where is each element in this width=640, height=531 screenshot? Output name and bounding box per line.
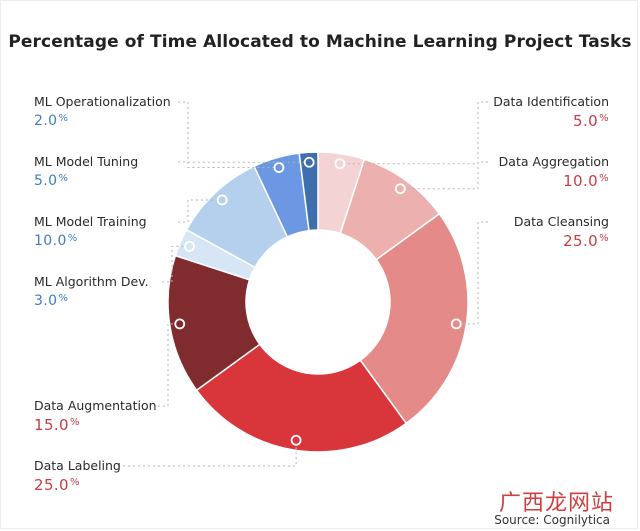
label-value: 25.0% [34, 475, 80, 494]
label-data-aggregation: Data Aggregation 10.0% [498, 154, 609, 190]
slice-data-labeling [195, 343, 408, 453]
leader-line-data-augmentation [158, 323, 180, 407]
label-value: 15.0% [34, 415, 80, 434]
leader-marker-ml-model-training [216, 194, 228, 206]
label-value: 3.0% [34, 292, 69, 309]
source-note: Source: Cognilytica [494, 513, 610, 527]
label-name: Data Labeling [34, 458, 121, 473]
label-name: ML Operationalization [34, 94, 171, 109]
leader-line-data-cleansing [456, 221, 488, 325]
label-name: Data Aggregation [498, 154, 609, 169]
label-ml-model-tuning: ML Model Tuning 5.0% [34, 154, 139, 189]
label-data-identification: Data Identification 5.0% [493, 94, 609, 130]
leader-line-data-identification [339, 101, 488, 165]
label-data-augmentation: Data Augmentation 15.0% [34, 398, 157, 434]
leader-marker-data-labeling [290, 434, 302, 446]
watermark-logo: 广西龙网站 [498, 491, 614, 516]
label-name: ML Algorithm Dev. [34, 274, 149, 289]
label-value: 5.0% [573, 111, 609, 130]
label-ml-algorithm-dev: ML Algorithm Dev. 3.0% [34, 274, 149, 309]
leader-marker-data-cleansing [450, 318, 462, 330]
label-name: ML Model Training [34, 214, 147, 229]
label-data-labeling: Data Labeling 25.0% [34, 458, 121, 494]
slice-data-cleansing [359, 212, 469, 425]
label-ml-model-training: ML Model Training 10.0% [34, 214, 147, 249]
leader-line-data-labeling [118, 440, 297, 467]
label-value: 25.0% [563, 231, 609, 250]
leader-marker-ml-algorithm-dev [184, 240, 195, 252]
leader-line-data-aggregation [400, 161, 488, 190]
leader-line-ml-algorithm-dev [162, 245, 190, 283]
leader-line-ml-model-training [178, 199, 223, 223]
label-name: ML Model Tuning [34, 154, 139, 169]
leader-marker-data-augmentation [174, 318, 186, 330]
leader-marker-data-aggregation [394, 183, 406, 195]
leader-marker-data-identification [334, 158, 346, 170]
label-data-cleansing: Data Cleansing 25.0% [513, 214, 609, 250]
leader-line-ml-model-tuning [178, 161, 279, 169]
label-ml-operationalization: ML Operationalization 2.0% [34, 94, 171, 129]
label-name: Data Cleansing [513, 214, 609, 229]
leader-marker-ml-model-tuning [273, 162, 285, 173]
label-name: Data Augmentation [34, 398, 157, 413]
label-value: 2.0% [34, 112, 69, 129]
label-value: 10.0% [563, 171, 609, 190]
slice-ml-operationalization [298, 151, 319, 232]
label-value: 10.0% [34, 232, 78, 249]
leader-marker-ml-operationalization [303, 156, 315, 168]
label-value: 5.0% [34, 172, 69, 189]
chart-title: Percentage of Time Allocated to Machine … [8, 32, 632, 52]
label-name: Data Identification [493, 94, 609, 109]
leader-line-ml-operationalization [178, 101, 310, 163]
